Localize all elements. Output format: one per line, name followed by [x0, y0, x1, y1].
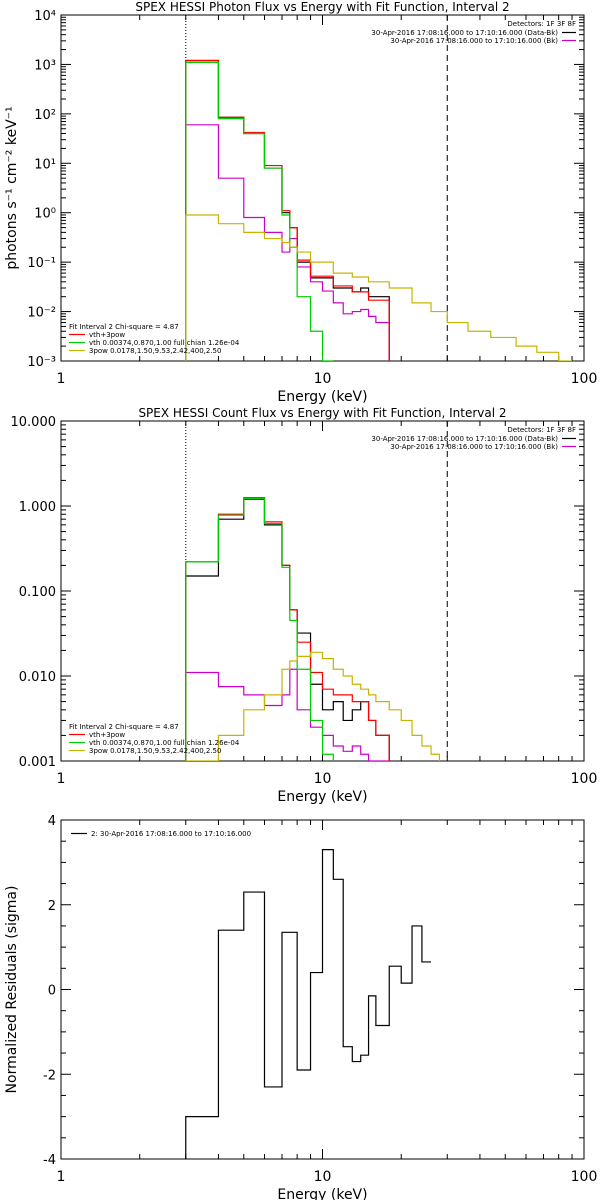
series-line-2 — [185, 59, 390, 361]
y-tick-label: 4 — [48, 814, 56, 829]
legend-entry: 3pow 0.0178,1.50,9.53,2.42,400,2.50 — [89, 747, 221, 755]
y-tick-label: 10⁰ — [34, 207, 56, 222]
x-tick-label: 1 — [57, 771, 66, 787]
y-axis-label: Normalized Residuals (sigma) — [4, 886, 20, 1094]
series-line-2 — [185, 497, 390, 761]
series-line-1 — [185, 668, 390, 761]
y-tick-label: 10⁴ — [34, 9, 56, 24]
legend-entry: vth+3pow — [89, 731, 125, 739]
x-axis-label: Energy (keV) — [277, 1187, 367, 1200]
legend-entry: 2: 30-Apr-2016 17:08:16.000 to 17:10:16.… — [91, 830, 251, 838]
y-tick-label: 10⁻¹ — [27, 256, 56, 271]
x-tick-label: 10 — [314, 1169, 332, 1185]
y-tick-label: -4 — [43, 1153, 56, 1168]
x-tick-label: 10 — [314, 771, 332, 787]
series-line-1 — [185, 124, 390, 361]
x-tick-label: 1 — [57, 371, 66, 387]
series-line-3 — [185, 61, 334, 361]
legend-entry: 30-Apr-2016 17:08:16.000 to 17:10:16.000… — [371, 29, 558, 37]
legend-entry: vth+3pow — [89, 331, 125, 339]
legend-entry: vth 0.00374,0.870,1.00 full chian 1.26e-… — [89, 339, 240, 347]
x-tick-label: 1 — [57, 1169, 66, 1185]
count-flux-panel: SPEX HESSI Count Flux vs Energy with Fit… — [11, 406, 598, 805]
y-tick-label: 0 — [48, 984, 56, 999]
x-tick-label: 10 — [314, 371, 332, 387]
legend-entry: 30-Apr-2016 17:08:16.000 to 17:10:16.000… — [390, 443, 558, 451]
legend-entry: 30-Apr-2016 17:08:16.000 to 17:10:16.000… — [371, 435, 558, 443]
x-tick-label: 100 — [571, 1169, 598, 1185]
y-tick-label: -2 — [43, 1068, 56, 1083]
y-tick-label: 10² — [34, 108, 56, 123]
chart-title: SPEX HESSI Count Flux vs Energy with Fit… — [138, 406, 506, 420]
series-line-0 — [185, 498, 390, 761]
plot-frame — [60, 14, 585, 362]
series-line-3 — [185, 498, 334, 761]
y-tick-label: 1.000 — [19, 500, 56, 515]
legend-header: Detectors: 1F 3F 8F — [507, 426, 576, 434]
legend-entry: 30-Apr-2016 17:08:16.000 to 17:10:16.000… — [390, 37, 558, 45]
series-group — [185, 497, 441, 761]
x-axis-label: Energy (keV) — [277, 789, 367, 805]
y-axis-label: photons s⁻¹ cm⁻² keV⁻¹ — [4, 106, 20, 269]
x-axis-label: Energy (keV) — [277, 389, 367, 405]
y-tick-label: 10⁻² — [27, 306, 56, 321]
y-tick-label: 0.010 — [19, 670, 56, 685]
y-tick-label: 2 — [48, 899, 56, 914]
y-tick-label: 10⁻³ — [27, 355, 56, 370]
series-group — [185, 59, 573, 361]
y-tick-label: 0.001 — [19, 755, 56, 770]
series-group — [185, 849, 432, 1159]
legend-entry: vth 0.00374,0.870,1.00 full chian 1.26e-… — [89, 739, 240, 747]
series-line-4 — [185, 651, 441, 761]
chart-title: SPEX HESSI Photon Flux vs Energy with Fi… — [135, 0, 509, 14]
y-tick-label: 10³ — [34, 58, 56, 73]
legend-header: Fit Interval 2 Chi-square = 4.87 — [69, 723, 179, 731]
y-tick-label: 10¹ — [34, 157, 56, 172]
legend-header: Detectors: 1F 3F 8F — [507, 20, 576, 28]
x-tick-label: 100 — [571, 771, 598, 787]
residuals-panel: 1 10 100 Energy (keV) -4 -2 0 2 4 Normalized Resi… — [4, 814, 597, 1200]
x-tick-label: 100 — [571, 371, 598, 387]
legend-header: Fit Interval 2 Chi-square = 4.87 — [69, 323, 179, 331]
photon-flux-panel: SPEX HESSI Photon Flux vs Energy with Fi… — [4, 0, 597, 405]
legend-entry: 3pow 0.0178,1.50,9.53,2.42,400,2.50 — [89, 347, 221, 355]
series-line-4 — [185, 214, 573, 361]
y-tick-label: 10.000 — [11, 415, 57, 430]
y-tick-label: 0.100 — [19, 585, 56, 600]
series-line-0 — [185, 849, 432, 1159]
